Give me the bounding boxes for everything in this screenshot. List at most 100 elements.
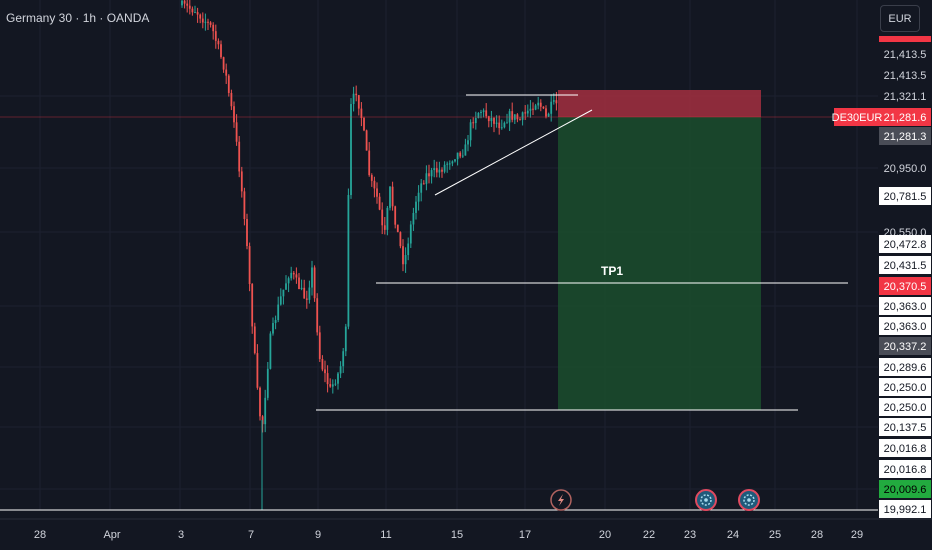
candle-body [326,373,329,385]
candle-body [409,224,412,244]
candle-body [246,218,248,247]
price-label-background [879,439,931,457]
candle-body [459,152,462,157]
candle-body [474,118,477,124]
candle-body [337,373,339,384]
time-axis-label: 29 [851,529,863,541]
price-label-background [879,460,931,478]
candle-body [259,387,261,417]
candle-body [487,116,490,122]
price-axis-label: 20,337.2 [884,341,927,353]
price-label-background [879,418,931,436]
candle-body [420,183,423,193]
drawings-layer[interactable]: TP1 [0,90,880,511]
candle-body [308,287,311,300]
candle-body [196,12,199,15]
gear-event-icon[interactable] [695,489,717,511]
candle-body [493,118,495,124]
candle-body [498,122,501,129]
price-axis-label: 20,781.5 [884,191,927,203]
candle-body [391,186,394,207]
price-axis-label: 21,413.5 [884,49,927,61]
time-axis-label: 9 [315,529,321,541]
candle-body [233,106,235,123]
candle-body [194,12,196,14]
candle-body [539,102,542,107]
candle-body [555,100,558,104]
currency-button[interactable]: EUR [880,5,920,32]
price-axis-label: 19,992.1 [884,504,927,516]
candle-body [295,274,298,278]
candle-body [181,0,183,6]
candle-body [285,283,287,290]
candle-body [313,267,316,299]
gear-event-icon[interactable] [738,489,760,511]
candle-body [456,152,459,160]
price-axis-label: 20,250.0 [884,402,927,414]
candle-body [526,110,529,114]
candle-body [183,0,186,4]
time-axis-label: 24 [727,529,739,541]
time-axis-label: 17 [519,529,531,541]
time-axis[interactable]: 28 Apr 3 7 9 11 15 17 20 22 23 24 25 28 29 [0,518,932,541]
candle-body [370,175,373,181]
candle-body [292,272,295,275]
candle-body [342,351,345,367]
candle-body [441,169,443,172]
candle-body [451,161,454,164]
candle-body [253,326,256,354]
candle-body [438,169,441,173]
price-axis-label: 20,950.0 [884,163,927,175]
price-label-background [879,358,931,376]
candle-body [321,358,324,370]
time-axis-label: 11 [380,529,391,541]
price-label-background [879,500,931,518]
candle-body [339,366,342,374]
candle-body [365,130,368,151]
time-axis-label: 15 [451,529,463,541]
candle-body [355,93,358,96]
candle-body [529,108,532,111]
candle-body [519,119,521,121]
events-layer[interactable] [550,489,760,511]
candle-body [534,105,537,110]
time-axis-label: 23 [684,529,696,541]
candle-body [300,287,303,290]
candle-body [443,164,446,172]
candle-body [435,168,438,173]
candle-body [467,140,469,145]
candle-body [256,353,259,388]
candle-body [381,209,384,226]
candle-body [298,277,300,290]
candle-body [344,326,347,352]
candle-body [290,272,293,279]
chart-title: Germany 30 · 1h · OANDA [6,11,150,25]
lightning-icon[interactable] [550,489,572,511]
price-label-background [879,480,931,498]
candle-body [207,21,209,23]
candle-body [376,188,378,197]
candle-body [266,368,269,398]
candle-body [428,173,430,177]
price-axis[interactable]: 21,413.5 21,413.5 21,321.1 21,281.6 21,281.3… [832,36,932,520]
candle-body [347,195,350,327]
candle-body [305,298,308,300]
candle-body [212,24,215,32]
price-axis-label: 20,137.5 [884,422,927,434]
candle-body [542,106,545,109]
candle-body [545,108,547,117]
candle-body [547,113,550,117]
candle-body [204,21,207,23]
candle-body [368,150,371,176]
gear-center [704,498,708,502]
candle-body [360,108,363,119]
price-axis-label: 21,281.6 [884,112,927,124]
price-label-background [879,398,931,416]
candle-body [186,3,189,6]
candle-body [537,102,540,106]
candle-body [469,122,472,141]
price-label-background [879,235,931,253]
time-axis-label: 3 [178,529,184,541]
candle-body [214,31,217,41]
